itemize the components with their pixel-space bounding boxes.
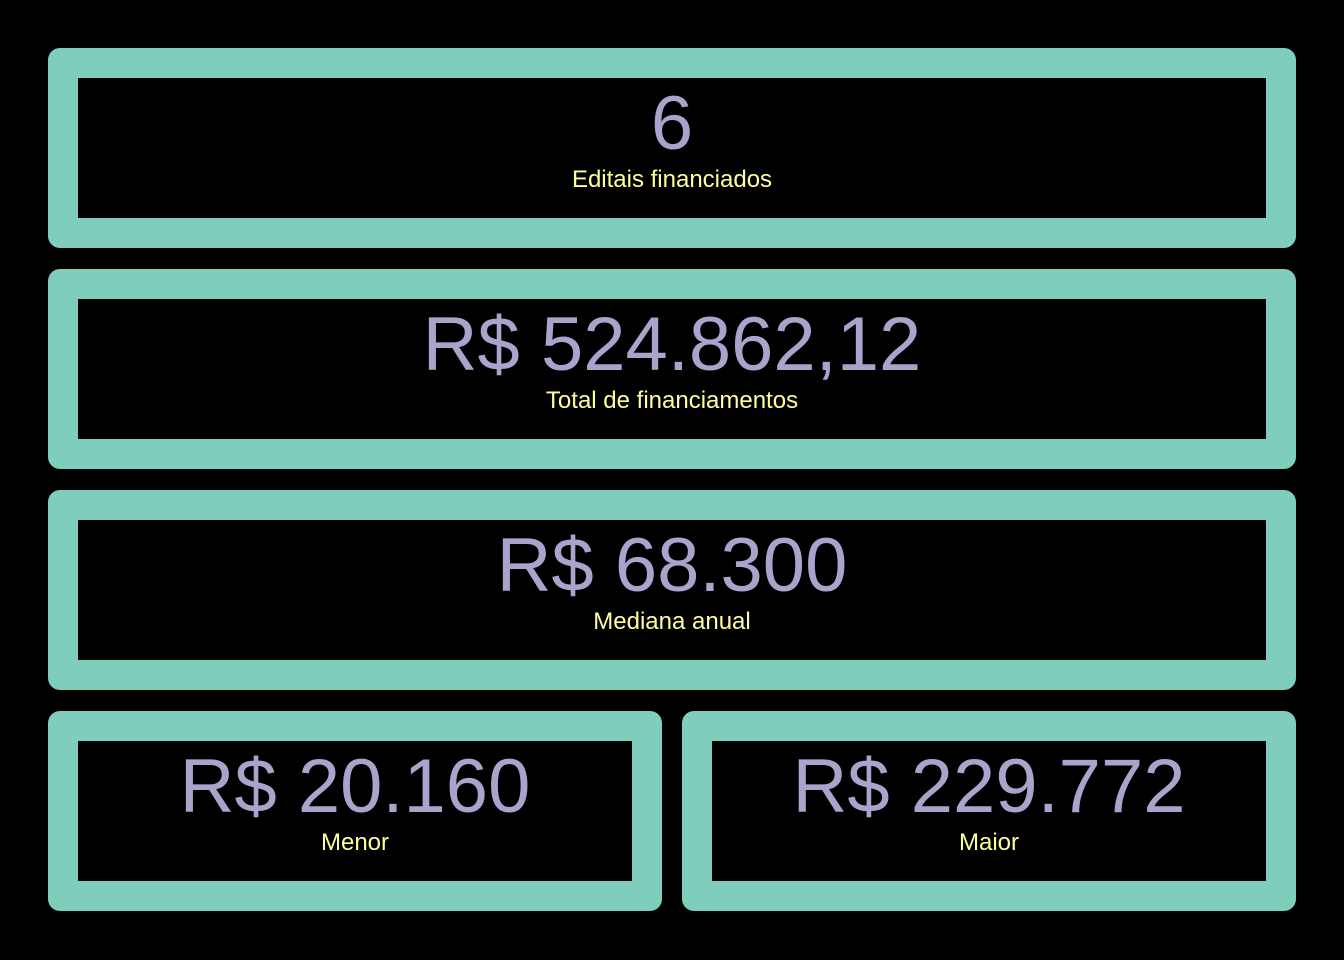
metric-value: 6 (650, 81, 694, 166)
metric-value: R$ 68.300 (496, 523, 848, 608)
metric-card-total: R$ 524.862,12 Total de financiamentos (48, 269, 1296, 469)
metric-card-menor: R$ 20.160 Menor (48, 711, 662, 911)
metric-label: Mediana anual (593, 608, 751, 635)
metric-value: R$ 229.772 (792, 744, 1186, 829)
metric-value: R$ 20.160 (179, 744, 531, 829)
metric-label: Total de financiamentos (545, 387, 799, 414)
metric-label: Maior (958, 829, 1019, 856)
metric-card-mediana: R$ 68.300 Mediana anual (48, 490, 1296, 690)
metric-value: R$ 524.862,12 (422, 302, 922, 387)
metric-label: Editais financiados (571, 166, 773, 193)
metric-label: Menor (320, 829, 390, 856)
metric-card-editais: 6 Editais financiados (48, 48, 1296, 248)
metric-card-maior: R$ 229.772 Maior (682, 711, 1296, 911)
